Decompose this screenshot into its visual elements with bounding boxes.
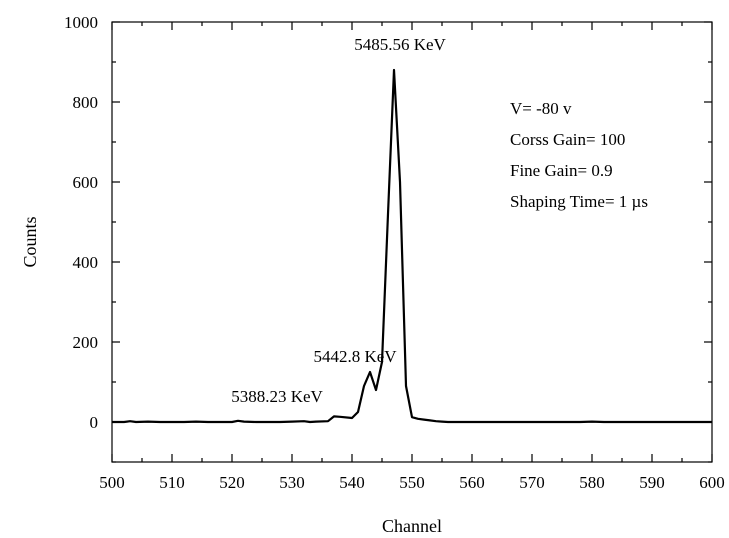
x-tick-label: 540 (339, 473, 365, 492)
y-tick-label: 600 (73, 173, 99, 192)
peak-label: 5388.23 KeV (231, 387, 323, 406)
info-line: Corss Gain= 100 (510, 130, 625, 149)
y-tick-label: 0 (90, 413, 99, 432)
y-tick-label: 800 (73, 93, 99, 112)
info-line: V= -80 v (510, 99, 572, 118)
x-axis-label: Channel (382, 516, 442, 536)
y-tick-label: 400 (73, 253, 99, 272)
peak-label: 5442.8 KeV (313, 347, 397, 366)
info-box: V= -80 v Corss Gain= 100 Fine Gain= 0.9 Sha… (510, 99, 648, 211)
info-line: Shaping Time= 1 µs (510, 192, 648, 211)
x-tick-label: 570 (519, 473, 545, 492)
x-tick-label: 550 (399, 473, 425, 492)
x-tick-label: 580 (579, 473, 605, 492)
plot-frame (111, 21, 713, 463)
peak-label: 5485.56 KeV (354, 35, 446, 54)
series-line-counts (112, 68, 712, 424)
x-tick-label: 520 (219, 473, 245, 492)
x-tick-label: 600 (699, 473, 725, 492)
x-tick-label: 500 (99, 473, 125, 492)
x-tick-label: 560 (459, 473, 485, 492)
peak-annotations: 5485.56 KeV 5442.8 KeV 5388.23 KeV (231, 35, 446, 406)
info-line: Fine Gain= 0.9 (510, 161, 613, 180)
x-tick-label: 530 (279, 473, 305, 492)
x-tick-label: 590 (639, 473, 665, 492)
x-tick-label: 510 (159, 473, 185, 492)
y-axis-label: Counts (20, 216, 40, 267)
y-tick-label: 1000 (64, 13, 98, 32)
y-tick-label: 200 (73, 333, 99, 352)
axis-ticks: 500 510 520 530 540 550 560 570 580 590 600 0 200 400… (64, 13, 725, 492)
